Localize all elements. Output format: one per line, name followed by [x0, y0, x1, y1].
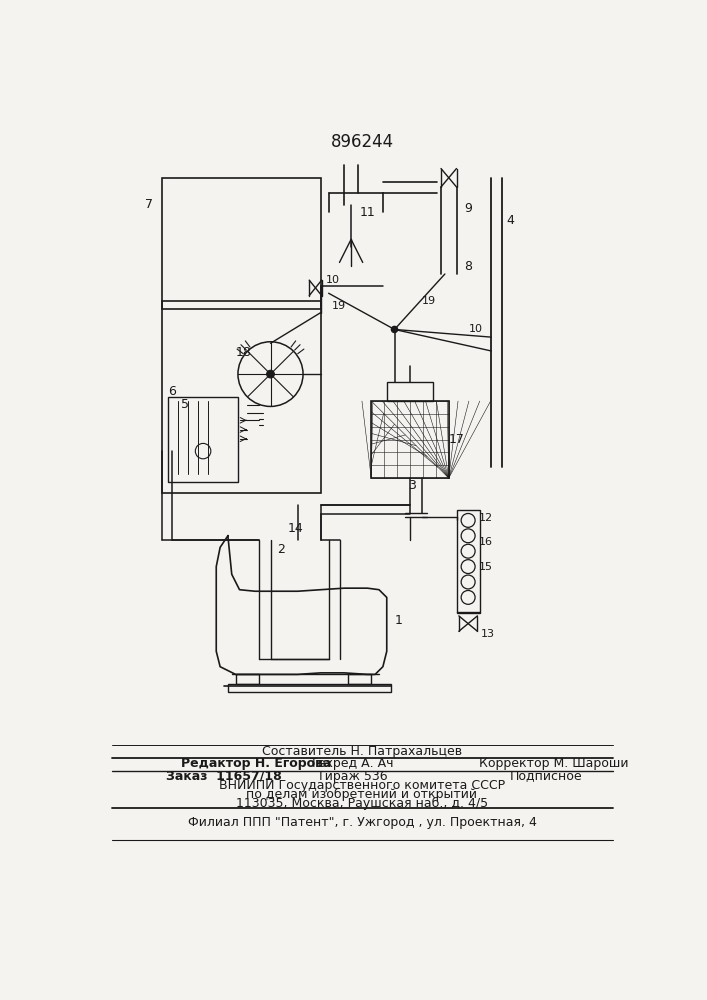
Text: по делам изобретений и открытий: по делам изобретений и открытий: [247, 788, 477, 801]
Text: 10: 10: [469, 324, 483, 334]
Text: 3: 3: [408, 479, 416, 492]
Text: 17: 17: [448, 433, 464, 446]
Text: 11: 11: [359, 206, 375, 219]
Text: Тираж 536: Тираж 536: [317, 770, 387, 783]
Text: Филиал ППП "Патент", г. Ужгород , ул. Проектная, 4: Филиал ППП "Патент", г. Ужгород , ул. Пр…: [187, 816, 537, 829]
Bar: [457, 510, 480, 613]
Text: 5: 5: [181, 398, 189, 411]
Text: 7: 7: [145, 198, 153, 211]
Text: 1: 1: [395, 614, 402, 627]
Text: Составитель Н. Патрахальцев: Составитель Н. Патрахальцев: [262, 745, 462, 758]
Text: 12: 12: [479, 513, 493, 523]
Bar: [348, 674, 371, 684]
Text: 16: 16: [479, 537, 493, 547]
Text: 13: 13: [481, 629, 494, 639]
Bar: [228, 684, 391, 692]
Circle shape: [392, 326, 397, 333]
Bar: [387, 382, 433, 401]
Text: Техред А. Ач: Техред А. Ач: [310, 757, 394, 770]
Text: 14: 14: [288, 522, 303, 535]
Text: 6: 6: [168, 385, 176, 398]
Text: 2: 2: [276, 543, 284, 556]
Text: 4: 4: [507, 214, 515, 227]
Text: 15: 15: [479, 562, 493, 572]
Text: Подписное: Подписное: [509, 770, 582, 783]
Text: 19: 19: [422, 296, 436, 306]
Bar: [371, 401, 449, 478]
Text: Корректор М. Шароши: Корректор М. Шароши: [479, 757, 628, 770]
Text: 9: 9: [464, 202, 472, 215]
Text: 113035, Москва, Раушская наб., д. 4/5: 113035, Москва, Раушская наб., д. 4/5: [236, 797, 488, 810]
Bar: [162, 178, 321, 309]
Bar: [162, 301, 321, 493]
Text: Заказ  11657/18: Заказ 11657/18: [166, 770, 281, 783]
Circle shape: [267, 370, 274, 378]
Text: 19: 19: [332, 301, 346, 311]
Text: 18: 18: [235, 346, 251, 359]
Text: 10: 10: [326, 275, 340, 285]
Text: Редактор Н. Егорова: Редактор Н. Егорова: [182, 757, 332, 770]
Text: ВНИИПИ Государственного комитета СССР: ВНИИПИ Государственного комитета СССР: [219, 779, 505, 792]
Text: 896244: 896244: [330, 133, 394, 151]
Bar: [168, 397, 238, 482]
Bar: [235, 674, 259, 684]
Text: 8: 8: [464, 260, 472, 273]
